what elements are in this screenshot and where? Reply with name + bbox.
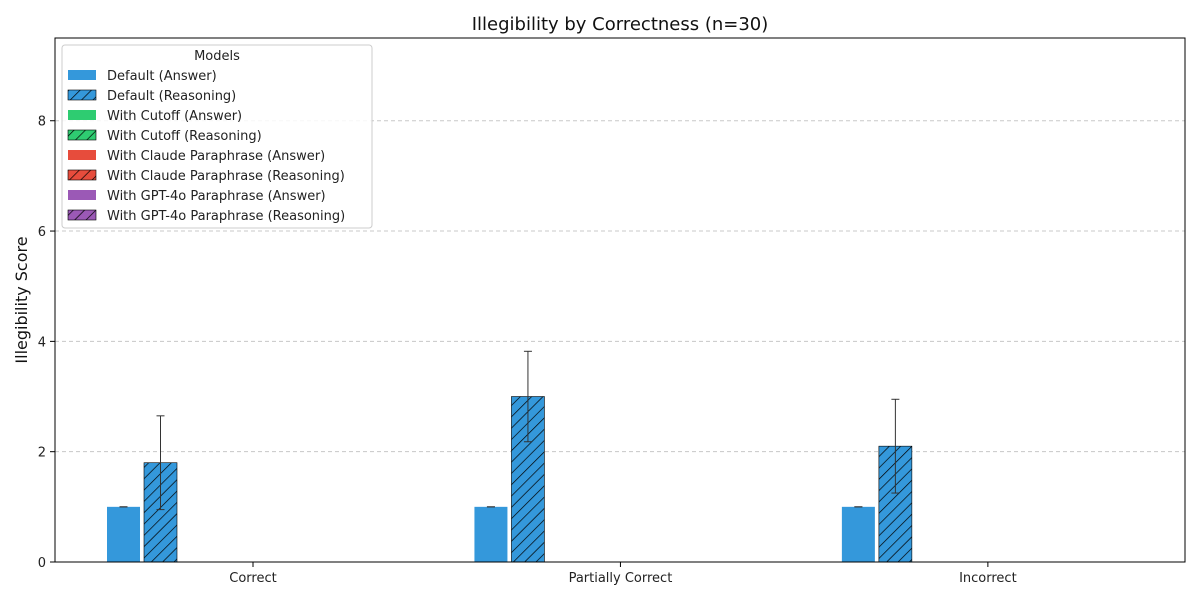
x-tick-label: Partially Correct <box>569 571 673 586</box>
legend-swatch <box>67 129 97 141</box>
y-tick-label: 6 <box>38 225 46 240</box>
legend-label: With Claude Paraphrase (Answer) <box>107 149 325 164</box>
error-bars <box>119 350 1122 563</box>
legend-box <box>61 44 373 229</box>
y-axis-label: Illegibility Score <box>12 236 31 363</box>
bar <box>841 506 875 562</box>
legend-label: With Cutoff (Answer) <box>107 109 242 124</box>
x-tick-label: Incorrect <box>959 571 1017 586</box>
y-tick-label: 8 <box>38 115 46 130</box>
y-tick-label: 4 <box>38 335 46 350</box>
legend-label: Default (Answer) <box>107 69 217 84</box>
legend-swatch <box>68 70 96 80</box>
legend-swatch <box>68 110 96 120</box>
legend-title: Models <box>194 49 240 64</box>
bars <box>107 396 913 563</box>
legend-label: Default (Reasoning) <box>107 89 236 104</box>
legend-swatch <box>67 209 97 221</box>
y-tick-label: 0 <box>38 556 46 571</box>
chart-title: Illegibility by Correctness (n=30) <box>472 14 769 35</box>
bar <box>474 506 508 562</box>
y-tick-label: 2 <box>38 446 46 461</box>
bar <box>107 506 140 562</box>
legend-swatch <box>67 89 97 101</box>
legend-swatch <box>68 150 96 160</box>
x-tick-label: Correct <box>229 571 276 586</box>
legend-swatch <box>68 190 96 200</box>
grid-lines <box>55 120 1185 453</box>
legend-swatch <box>67 169 97 181</box>
legend-label: With Claude Paraphrase (Reasoning) <box>107 169 345 184</box>
x-axis-ticks: Correct Partially Correct Incorrect <box>229 562 1017 586</box>
legend-label: With GPT-4o Paraphrase (Answer) <box>107 189 326 204</box>
legend-label: With GPT-4o Paraphrase (Reasoning) <box>107 209 345 224</box>
legend: Models Default (Answer) Default (Reasonin… <box>61 44 373 229</box>
y-axis-ticks: 0 2 4 6 8 <box>38 115 55 571</box>
legend-label: With Cutoff (Reasoning) <box>107 129 262 144</box>
